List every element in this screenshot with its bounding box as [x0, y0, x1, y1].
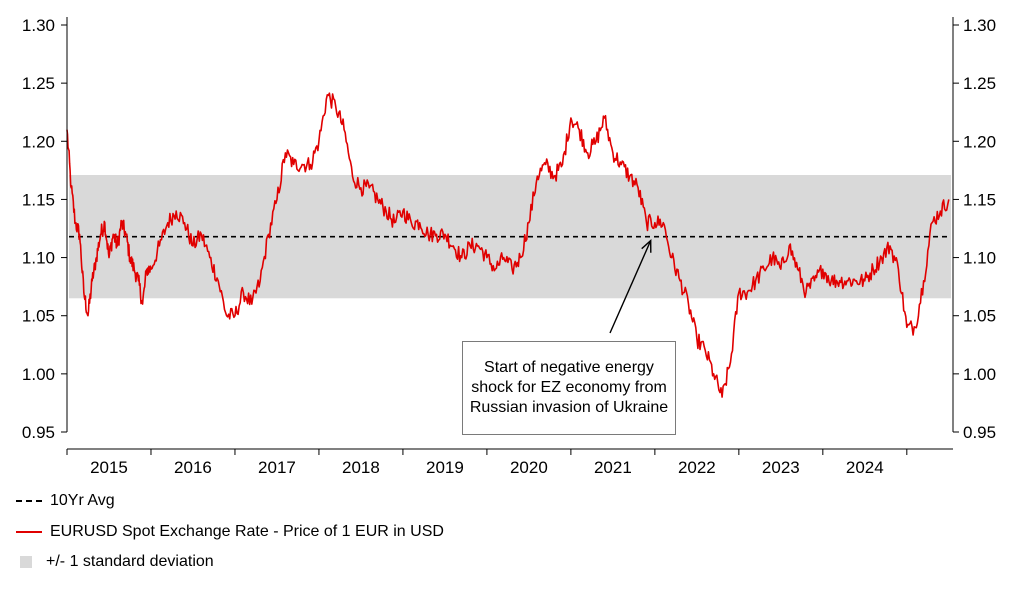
legend-item-band: +/- 1 standard deviation	[16, 553, 214, 571]
y-tick-label-left: 1.15	[22, 190, 55, 209]
x-tick-label: 2019	[426, 458, 464, 477]
y-tick-label-right: 0.95	[963, 423, 996, 442]
axis-layer: 1.30 1.30 1.25 1.25 1.20 1.20 1.15 1.15 1.10 1.10…	[22, 16, 996, 477]
x-tick-label: 2021	[594, 458, 632, 477]
x-tick-label: 2022	[678, 458, 716, 477]
red-line-swatch	[16, 531, 42, 533]
x-tick-label: 2016	[174, 458, 212, 477]
y-tick-label-right: 1.10	[963, 249, 996, 268]
x-tick-label: 2020	[510, 458, 548, 477]
x-tick-label: 2015	[90, 458, 128, 477]
eurusd-line	[66, 92, 950, 398]
annotation-arrow-line	[609, 240, 652, 334]
legend-label-avg: 10Yr Avg	[50, 492, 115, 509]
grey-box-swatch	[20, 556, 32, 568]
y-tick-label-left: 1.20	[22, 132, 55, 151]
y-tick-label-right: 1.30	[963, 16, 996, 35]
dashed-line-swatch	[16, 500, 42, 502]
legend-label-spot: EURUSD Spot Exchange Rate - Price of 1 E…	[50, 523, 444, 540]
y-tick-label-right: 1.00	[963, 365, 996, 384]
y-tick-label-left: 0.95	[22, 423, 55, 442]
y-tick-label-right: 1.25	[963, 74, 996, 93]
chart-canvas: 1.30 1.30 1.25 1.25 1.20 1.20 1.15 1.15 1.10 1.10…	[22, 16, 996, 477]
annotation-arrow-layer	[609, 239, 652, 334]
eurusd-series-layer	[66, 92, 950, 398]
annotation-arrow-head	[641, 239, 652, 253]
y-tick-label-right: 1.05	[963, 307, 996, 326]
legend-item-spot: EURUSD Spot Exchange Rate - Price of 1 E…	[16, 523, 444, 541]
annotation-text: Start of negative energy shock for EZ ec…	[469, 359, 669, 416]
y-tick-label-left: 1.30	[22, 16, 55, 35]
y-tick-label-right: 1.15	[963, 190, 996, 209]
x-tick-label: 2018	[342, 458, 380, 477]
x-tick-label: 2023	[762, 458, 800, 477]
y-tick-label-left: 1.05	[22, 307, 55, 326]
x-tick-label: 2024	[846, 458, 884, 477]
y-tick-label-left: 1.25	[22, 74, 55, 93]
legend-item-avg: 10Yr Avg	[16, 492, 115, 510]
legend-label-band: +/- 1 standard deviation	[46, 553, 214, 570]
y-tick-label-left: 1.00	[22, 365, 55, 384]
annotation-box: Start of negative energy shock for EZ ec…	[462, 341, 676, 435]
x-tick-label: 2017	[258, 458, 296, 477]
y-tick-label-right: 1.20	[963, 132, 996, 151]
y-tick-label-left: 1.10	[22, 249, 55, 268]
